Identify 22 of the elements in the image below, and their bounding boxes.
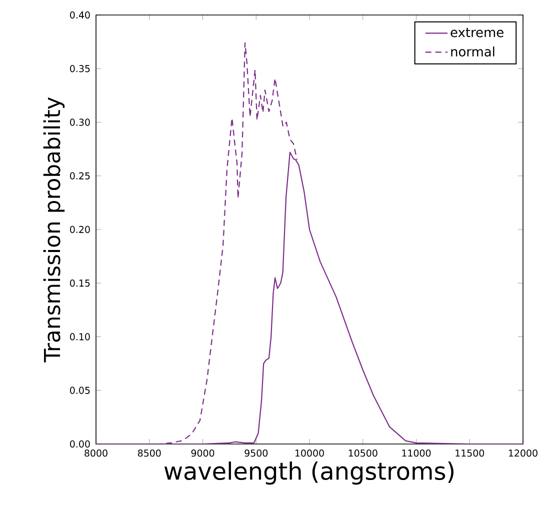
y-tick-label: 0.10 — [70, 333, 90, 340]
y-tick-label: 0.20 — [70, 226, 90, 234]
y-tick-label: 0.00 — [70, 440, 90, 448]
x-tick-label: 8500 — [138, 450, 161, 457]
x-tick-label: 10500 — [348, 450, 378, 457]
x-tick-label: 10000 — [295, 450, 324, 457]
x-tick-label: 9000 — [191, 450, 214, 457]
y-axis-title: Transmission probability — [43, 97, 65, 362]
x-axis-title: wavelength (angstroms) — [164, 462, 454, 485]
x-tick-label: 11500 — [456, 450, 484, 457]
y-tick-label: 0.35 — [70, 65, 90, 72]
y-tick-label: 0.15 — [70, 280, 90, 287]
x-tick-label: 11000 — [402, 450, 431, 457]
y-tick-label: 0.40 — [70, 11, 90, 19]
legend-label: normal — [451, 46, 494, 57]
legend-label: extreme — [450, 28, 504, 38]
x-tick-label: 12000 — [509, 450, 538, 457]
y-tick-label: 0.30 — [70, 118, 90, 126]
x-tick-label: 9500 — [244, 450, 268, 457]
y-tick-label: 0.05 — [70, 386, 90, 394]
x-tick-label: 8000 — [84, 450, 108, 457]
y-tick-label: 0.25 — [70, 172, 90, 180]
